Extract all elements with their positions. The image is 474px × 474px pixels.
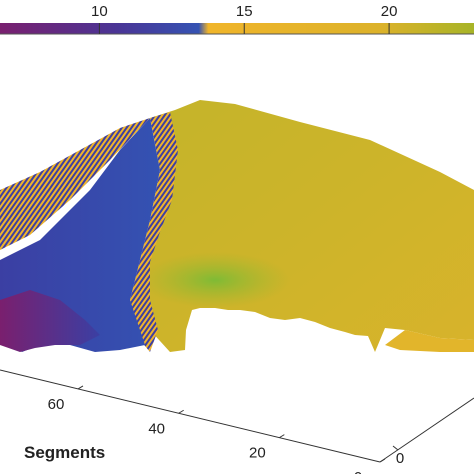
depth-ticks: 0 [392, 445, 404, 467]
segments-axis-line [0, 369, 381, 463]
segments-ticks: 60 40 20 0 [48, 385, 386, 474]
surface-green-patch [140, 252, 290, 308]
axes: 60 40 20 0 0 Segments [0, 369, 474, 474]
colorbar-tick-label: 20 [381, 3, 398, 20]
segments-tick-mark [178, 409, 184, 414]
surface-left-band [0, 118, 150, 250]
segments-tick-mark [379, 458, 386, 463]
colorbar-strip [0, 23, 474, 34]
colorbar: 10 15 20 [0, 3, 474, 35]
depth-axis-line [379, 397, 474, 463]
surface-low-region [0, 290, 100, 352]
depth-tick-mark [392, 445, 399, 451]
segments-tick-label: 60 [48, 396, 65, 413]
segments-tick-mark [77, 385, 84, 390]
segments-tick-mark [279, 434, 285, 439]
surface [0, 100, 474, 352]
surface-right-curtain [385, 330, 474, 352]
colorbar-tick-label: 10 [91, 3, 108, 20]
segments-tick-label: 0 [354, 469, 362, 474]
surface-high-region [145, 100, 474, 352]
segments-axis-label: Segments [24, 443, 105, 462]
colorbar-ticks: 10 15 20 [91, 3, 397, 34]
segments-tick-label: 20 [249, 445, 266, 462]
depth-tick-label: 0 [396, 450, 404, 467]
surface-transition-band [130, 112, 178, 352]
segments-tick-label: 40 [148, 420, 165, 437]
colorbar-tick-label: 15 [236, 3, 253, 20]
